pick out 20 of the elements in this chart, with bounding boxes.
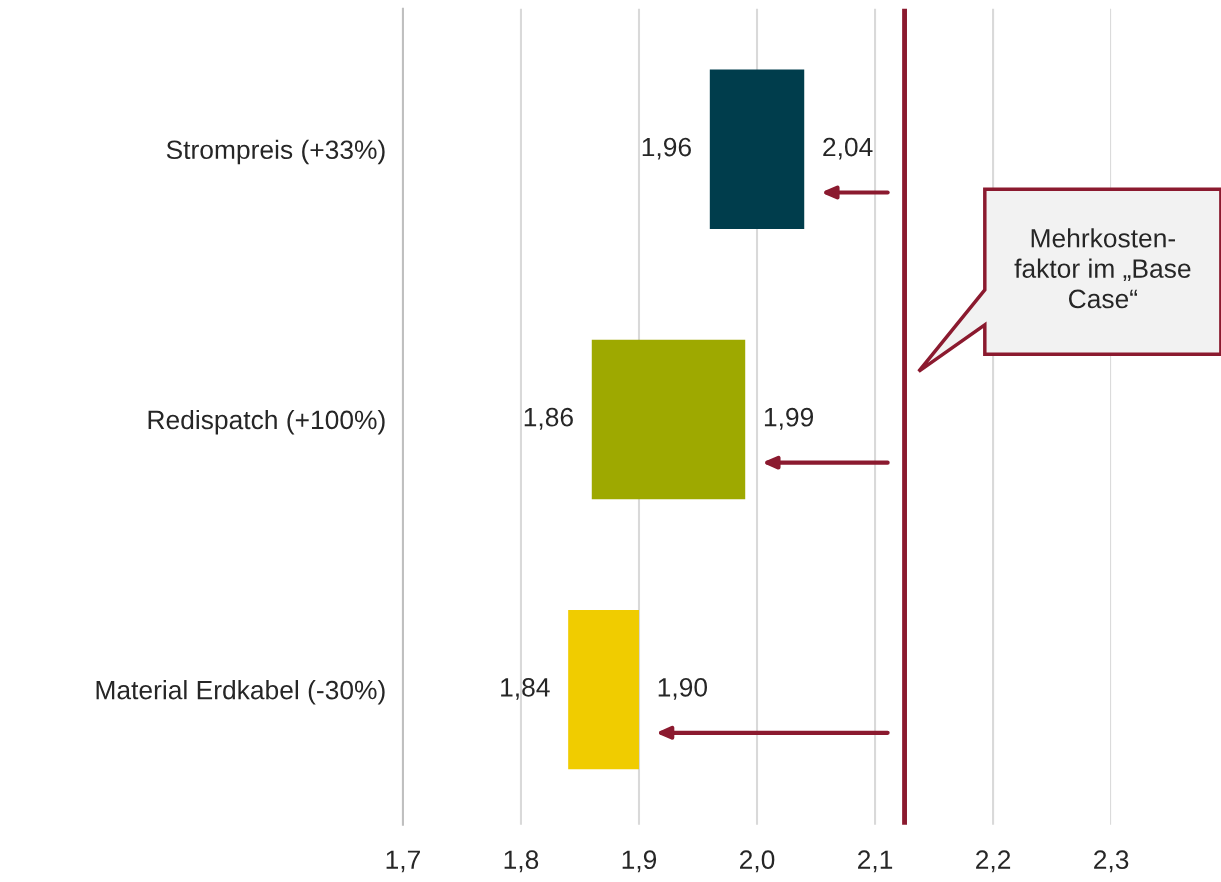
x-tick-label: 1,8	[504, 850, 539, 873]
x-tick-label: 1,9	[622, 850, 657, 873]
annotation: 1,99	[764, 407, 814, 430]
y-tick-label: Strompreis (+33%)	[166, 139, 385, 165]
annotation: Mehrkosten- faktor im „Base Case“	[1014, 228, 1191, 309]
bar	[591, 339, 746, 500]
x-tick-label: 1,7	[386, 850, 420, 873]
x-tick-label: 2,2	[976, 850, 1011, 873]
bar	[568, 609, 639, 770]
annotation: 1,90	[658, 677, 708, 700]
bar	[709, 69, 805, 229]
x-tick-label: 2,3	[1094, 850, 1129, 873]
x-tick-label: 2,0	[740, 850, 775, 873]
annotation: 2,04	[823, 137, 873, 160]
x-tick-label: 2,1	[858, 850, 893, 873]
annotation: 1,86	[524, 407, 573, 430]
y-tick-label: Redispatch (+100%)	[148, 409, 385, 435]
y-tick-label: Material Erdkabel (-30%)	[96, 680, 385, 705]
annotation: 1,84	[501, 677, 550, 700]
annotation: 1,96	[642, 137, 691, 160]
